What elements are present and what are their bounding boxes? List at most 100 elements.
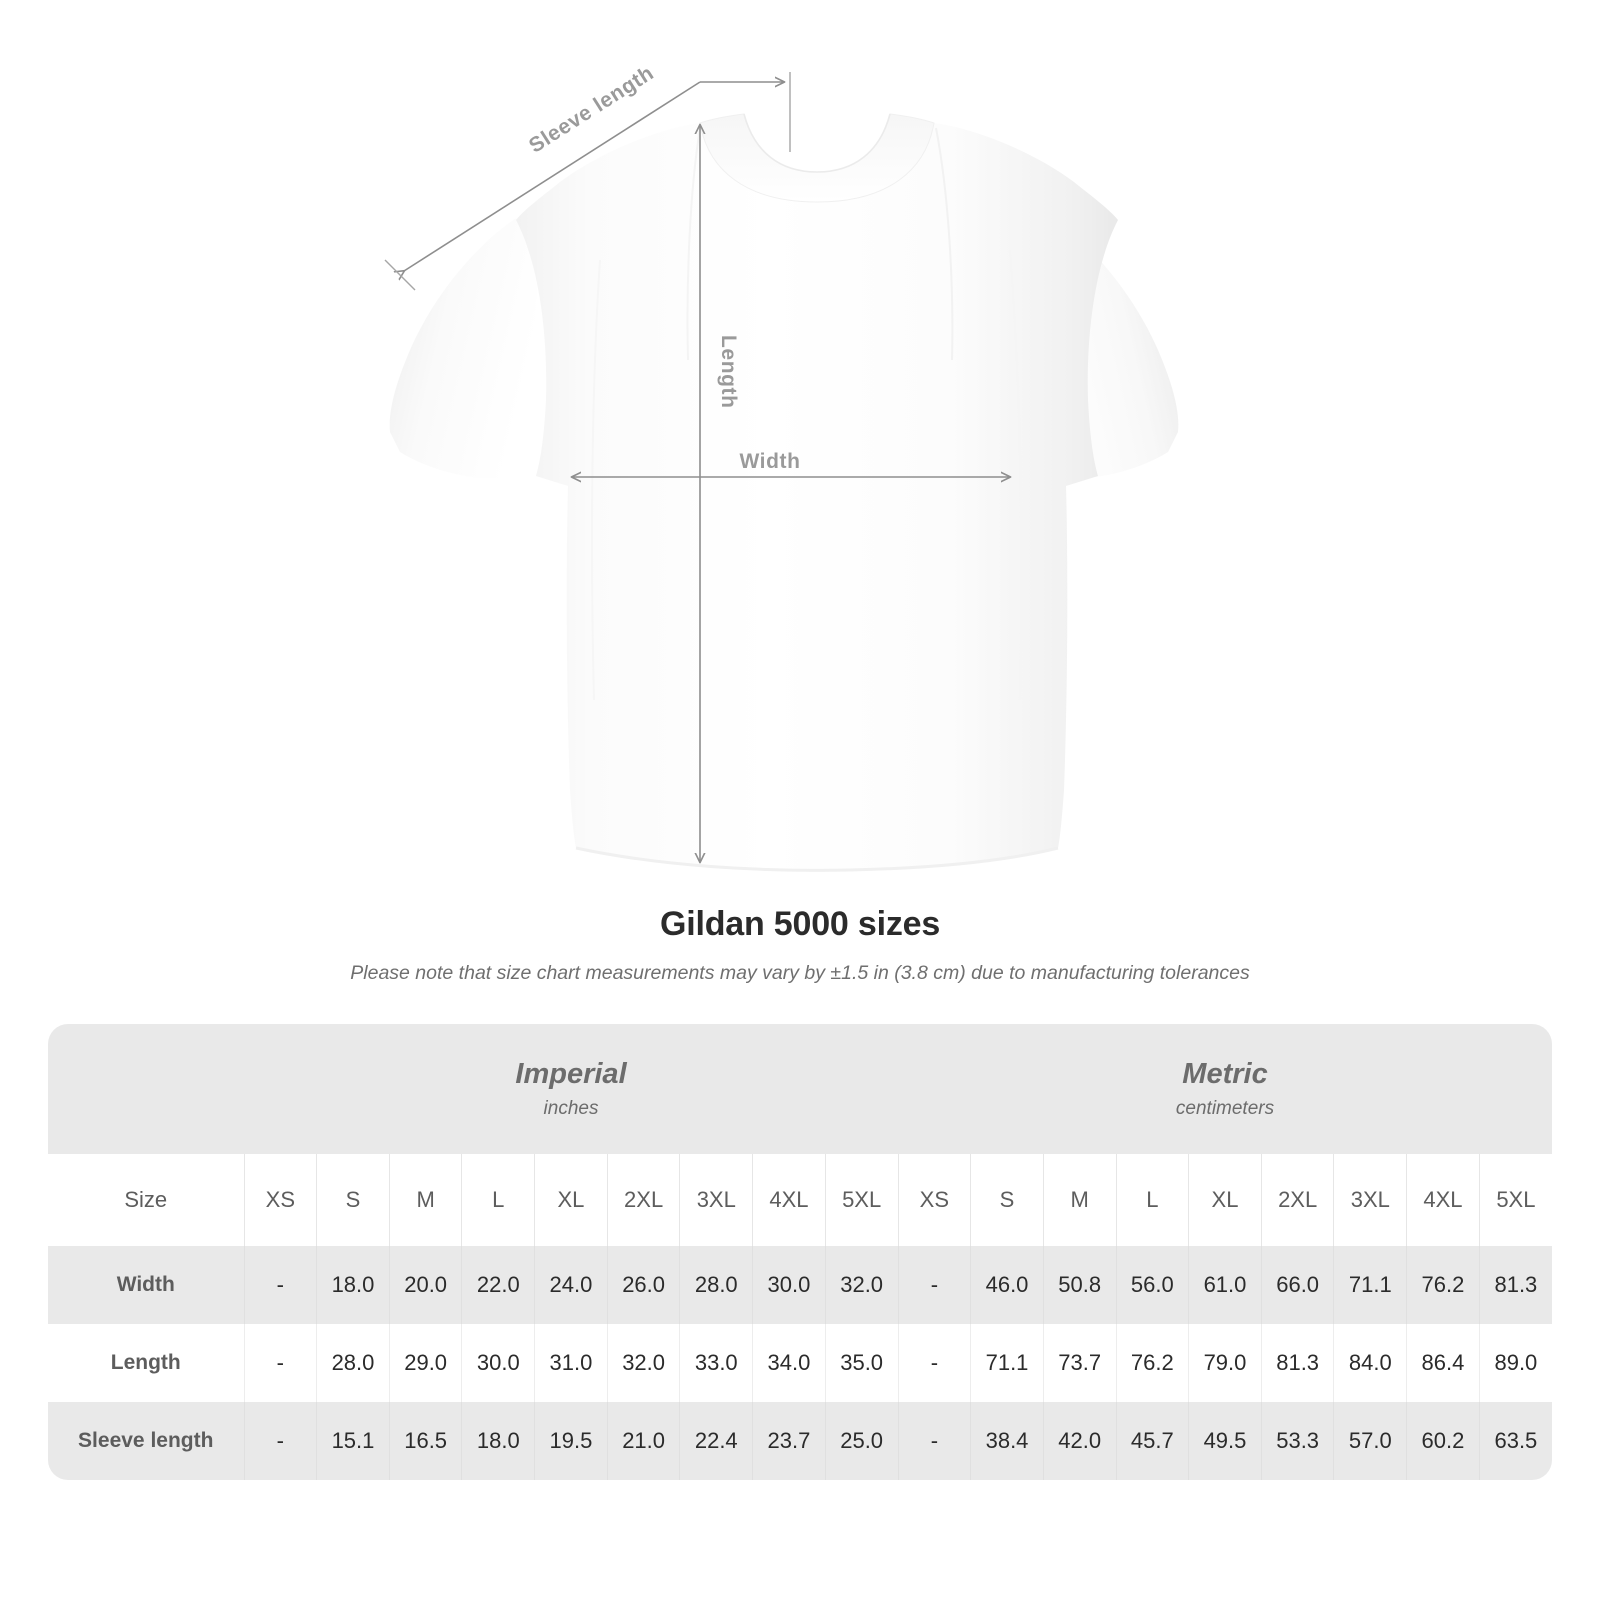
cell-length-metric-l: 76.2 — [1115, 1324, 1189, 1402]
cell-width-imperial-2xl: 26.0 — [606, 1246, 680, 1324]
cell-sleeve-length-metric-xl: 49.5 — [1188, 1402, 1262, 1480]
neck-opening-line — [743, 113, 891, 173]
cell-width-imperial-xs: - — [243, 1246, 317, 1324]
cell-width-imperial-m: 20.0 — [388, 1246, 462, 1324]
cell-sleeve-length-imperial-xs: - — [243, 1402, 317, 1480]
cell-length-imperial-s: 28.0 — [316, 1324, 390, 1402]
size-header-row: Size XS S M L XL 2XL 3XL 4XL 5XL XS S M L XL 2XL 3XL 4XL 5… — [48, 1154, 1552, 1246]
cell-sleeve-length-imperial-xl: 19.5 — [534, 1402, 608, 1480]
tshirt-measurement-illustration: Sleeve length Length Width — [384, 61, 1179, 872]
cell-width-imperial-5xl: 32.0 — [824, 1246, 899, 1324]
row-label-length: Length — [48, 1324, 244, 1402]
cell-length-imperial-m: 29.0 — [388, 1324, 462, 1402]
cell-length-imperial-2xl: 32.0 — [606, 1324, 680, 1402]
hem-line — [575, 846, 1059, 872]
cell-width-imperial-3xl: 28.0 — [679, 1246, 753, 1324]
size-chart-table: Imperial inches Metric centimeters Size XS S M L… — [48, 1024, 1552, 1480]
row-label-width: Width — [48, 1246, 244, 1324]
cell-sleeve-length-metric-l: 45.7 — [1115, 1402, 1189, 1480]
fold-right-body — [1008, 249, 1023, 701]
size-header-imperial-4xl: 4XL — [752, 1154, 826, 1246]
cell-length-imperial-xs: - — [243, 1324, 317, 1402]
cell-length-imperial-xl: 31.0 — [534, 1324, 608, 1402]
cell-sleeve-length-metric-5xl: 63.5 — [1478, 1402, 1552, 1480]
cell-sleeve-length-metric-xs: - — [897, 1402, 971, 1480]
cell-width-metric-xs: - — [897, 1246, 971, 1324]
cell-length-metric-xs: - — [897, 1324, 971, 1402]
size-header-imperial-s: S — [316, 1154, 390, 1246]
cell-width-metric-2xl: 66.0 — [1260, 1246, 1334, 1324]
table-row-sleeve-length: Sleeve length -15.1 16.5 18.0 19.5 21.0 22.4 23… — [48, 1402, 1552, 1480]
cell-length-metric-s: 71.1 — [970, 1324, 1044, 1402]
page-title: Gildan 5000 sizes — [659, 905, 941, 943]
unit-sub: inches — [543, 1098, 599, 1120]
table-row-length: Length -28.0 29.0 30.0 31.0 32.0 33.0 34.0 35.0-… — [48, 1324, 1552, 1402]
cell-sleeve-length-imperial-m: 16.5 — [388, 1402, 462, 1480]
cell-sleeve-length-imperial-5xl: 25.0 — [824, 1402, 899, 1480]
tshirt-garment — [389, 113, 1179, 872]
table-row-width: Width -18.0 20.0 22.0 24.0 26.0 28.0 30.0 32.0-4… — [48, 1246, 1552, 1324]
cell-sleeve-length-imperial-2xl: 21.0 — [606, 1402, 680, 1480]
unit-banner-metric: Metric centimeters — [898, 1024, 1552, 1154]
cell-length-imperial-5xl: 35.0 — [824, 1324, 899, 1402]
cell-length-metric-5xl: 89.0 — [1478, 1324, 1552, 1402]
length-label: Length — [717, 335, 740, 409]
cell-sleeve-length-metric-4xl: 60.2 — [1406, 1402, 1480, 1480]
cell-length-imperial-l: 30.0 — [461, 1324, 535, 1402]
cell-sleeve-length-imperial-s: 15.1 — [316, 1402, 390, 1480]
cell-length-metric-xl: 79.0 — [1188, 1324, 1262, 1402]
cell-width-metric-3xl: 71.1 — [1333, 1246, 1407, 1324]
size-header-imperial-2xl: 2XL — [606, 1154, 680, 1246]
unit-name: Metric — [1182, 1057, 1268, 1090]
cell-sleeve-length-imperial-3xl: 22.4 — [679, 1402, 753, 1480]
width-measurement: Width — [572, 450, 1010, 477]
cell-width-metric-m: 50.8 — [1042, 1246, 1116, 1324]
size-header-imperial-3xl: 3XL — [679, 1154, 753, 1246]
size-chart-table-wrap: Imperial inches Metric centimeters Size XS S M L… — [48, 1024, 1552, 1480]
cell-sleeve-length-metric-3xl: 57.0 — [1333, 1402, 1407, 1480]
length-measurement: Length — [700, 125, 740, 862]
size-header-imperial-xs: XS — [243, 1154, 317, 1246]
size-header-imperial-m: M — [388, 1154, 462, 1246]
cell-sleeve-length-imperial-4xl: 23.7 — [752, 1402, 826, 1480]
size-header-metric-xl: XL — [1188, 1154, 1262, 1246]
tshirt-diagram-svg: Sleeve length Length Width — [384, 61, 1179, 872]
cell-width-imperial-4xl: 30.0 — [752, 1246, 826, 1324]
size-header-metric-xs: XS — [897, 1154, 971, 1246]
cell-length-metric-2xl: 81.3 — [1260, 1324, 1334, 1402]
cell-width-imperial-s: 18.0 — [316, 1246, 390, 1324]
fold-left-body — [591, 259, 601, 701]
cell-sleeve-length-metric-s: 38.4 — [970, 1402, 1044, 1480]
size-header-metric-2xl: 2XL — [1260, 1154, 1334, 1246]
cell-sleeve-length-imperial-l: 18.0 — [461, 1402, 535, 1480]
cell-length-imperial-3xl: 33.0 — [679, 1324, 753, 1402]
size-header-imperial-l: L — [461, 1154, 535, 1246]
unit-banner-imperial: Imperial inches — [244, 1024, 899, 1154]
size-header-metric-l: L — [1115, 1154, 1189, 1246]
cell-length-metric-4xl: 86.4 — [1406, 1324, 1480, 1402]
unit-banner-spacer — [48, 1024, 244, 1154]
size-header-imperial-xl: XL — [534, 1154, 608, 1246]
size-header-metric-4xl: 4XL — [1406, 1154, 1480, 1246]
cell-length-imperial-4xl: 34.0 — [752, 1324, 826, 1402]
cell-width-metric-l: 56.0 — [1115, 1246, 1189, 1324]
cell-width-metric-5xl: 81.3 — [1478, 1246, 1552, 1324]
cell-width-metric-4xl: 76.2 — [1406, 1246, 1480, 1324]
tolerance-note: Please note that size chart measurements… — [350, 962, 1250, 984]
chart-title-block: Gildan 5000 sizes Please note that size … — [0, 905, 1600, 985]
sleeve-end-tick — [384, 259, 416, 291]
size-header-metric-m: M — [1042, 1154, 1116, 1246]
cell-width-imperial-xl: 24.0 — [534, 1246, 608, 1324]
size-header-metric-3xl: 3XL — [1333, 1154, 1407, 1246]
unit-banner-row: Imperial inches Metric centimeters — [48, 1024, 1552, 1154]
tshirt-body — [516, 123, 1118, 871]
cell-width-metric-xl: 61.0 — [1188, 1246, 1262, 1324]
size-header-metric-5xl: 5XL — [1478, 1154, 1552, 1246]
cell-width-metric-s: 46.0 — [970, 1246, 1044, 1324]
size-header-imperial-5xl: 5XL — [824, 1154, 899, 1246]
size-header-label: Size — [48, 1154, 244, 1246]
width-label: Width — [739, 450, 800, 473]
unit-sub: centimeters — [1175, 1098, 1275, 1120]
sleeve-diagonal-arrow — [404, 81, 701, 271]
fold-right — [935, 127, 954, 361]
